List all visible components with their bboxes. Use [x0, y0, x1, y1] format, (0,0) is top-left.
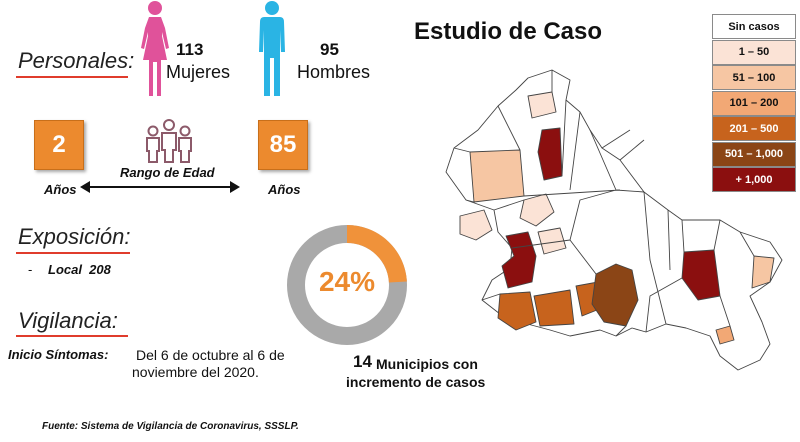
- map-region: [459, 209, 493, 241]
- legend-item: 201 – 500: [712, 116, 796, 141]
- map-region: [537, 127, 563, 181]
- women-label: Mujeres: [166, 62, 231, 82]
- donut-percent: 24%: [318, 266, 376, 297]
- legend-item: 101 – 200: [712, 90, 796, 116]
- surveillance-section-label: Vigilancia:: [18, 308, 118, 333]
- men-count: 95: [320, 40, 339, 59]
- map-region: [537, 227, 567, 255]
- map-region: [751, 255, 775, 289]
- map-region: [715, 325, 735, 345]
- exposure-underline: [16, 252, 130, 254]
- male-figure-icon: [259, 1, 285, 96]
- exposure-local: Local 208: [48, 262, 111, 277]
- map-region: [469, 149, 525, 203]
- legend-item: 1 – 50: [712, 39, 796, 65]
- exposure-section-label: Exposición:: [18, 224, 131, 249]
- legend-item: Sin casos: [712, 14, 796, 39]
- age-range-label: Rango de Edad: [120, 165, 215, 180]
- map-region: [533, 289, 575, 327]
- double-arrow-icon: [80, 181, 240, 193]
- map-region: [497, 291, 537, 331]
- women-count: 113: [176, 40, 204, 59]
- state-map: [445, 69, 783, 371]
- symptoms-label: Inicio Síntomas:: [8, 347, 109, 362]
- exposure-bullet: -: [28, 262, 33, 277]
- age-min-box: 2: [34, 120, 84, 170]
- men-label: Hombres: [297, 62, 371, 82]
- symptoms-range-line1: Del 6 de octubre al 6 de: [136, 347, 285, 363]
- map-borders: [453, 70, 755, 337]
- municipalities-caption-line1: Municipios con: [376, 356, 478, 372]
- map-region: [527, 91, 557, 119]
- map-region: [591, 263, 639, 327]
- female-figure-icon: [141, 1, 169, 96]
- increase-donut: [287, 225, 407, 345]
- map-title: Estudio de Caso: [414, 18, 603, 45]
- age-max-box: 85: [258, 120, 308, 170]
- legend-item: + 1,000: [712, 167, 796, 192]
- legend-item: 51 – 100: [712, 65, 796, 90]
- personal-underline: [16, 76, 128, 78]
- surveillance-underline: [16, 335, 128, 337]
- personal-section-label: Personales:: [18, 48, 135, 73]
- age-max-unit: Años: [268, 182, 301, 197]
- map-region: [681, 249, 721, 301]
- source-note: Fuente: Sistema de Vigilancia de Coronav…: [42, 421, 299, 432]
- municipalities-caption-line2: incremento de casos: [346, 374, 486, 390]
- symptoms-range-line2: noviembre del 2020.: [132, 364, 259, 380]
- people-group-icon: [146, 119, 192, 163]
- age-min-unit: Años: [44, 182, 77, 197]
- legend-item: 501 – 1,000: [712, 141, 796, 167]
- municipalities-count: 14: [353, 352, 372, 371]
- donut-fill: [287, 225, 407, 345]
